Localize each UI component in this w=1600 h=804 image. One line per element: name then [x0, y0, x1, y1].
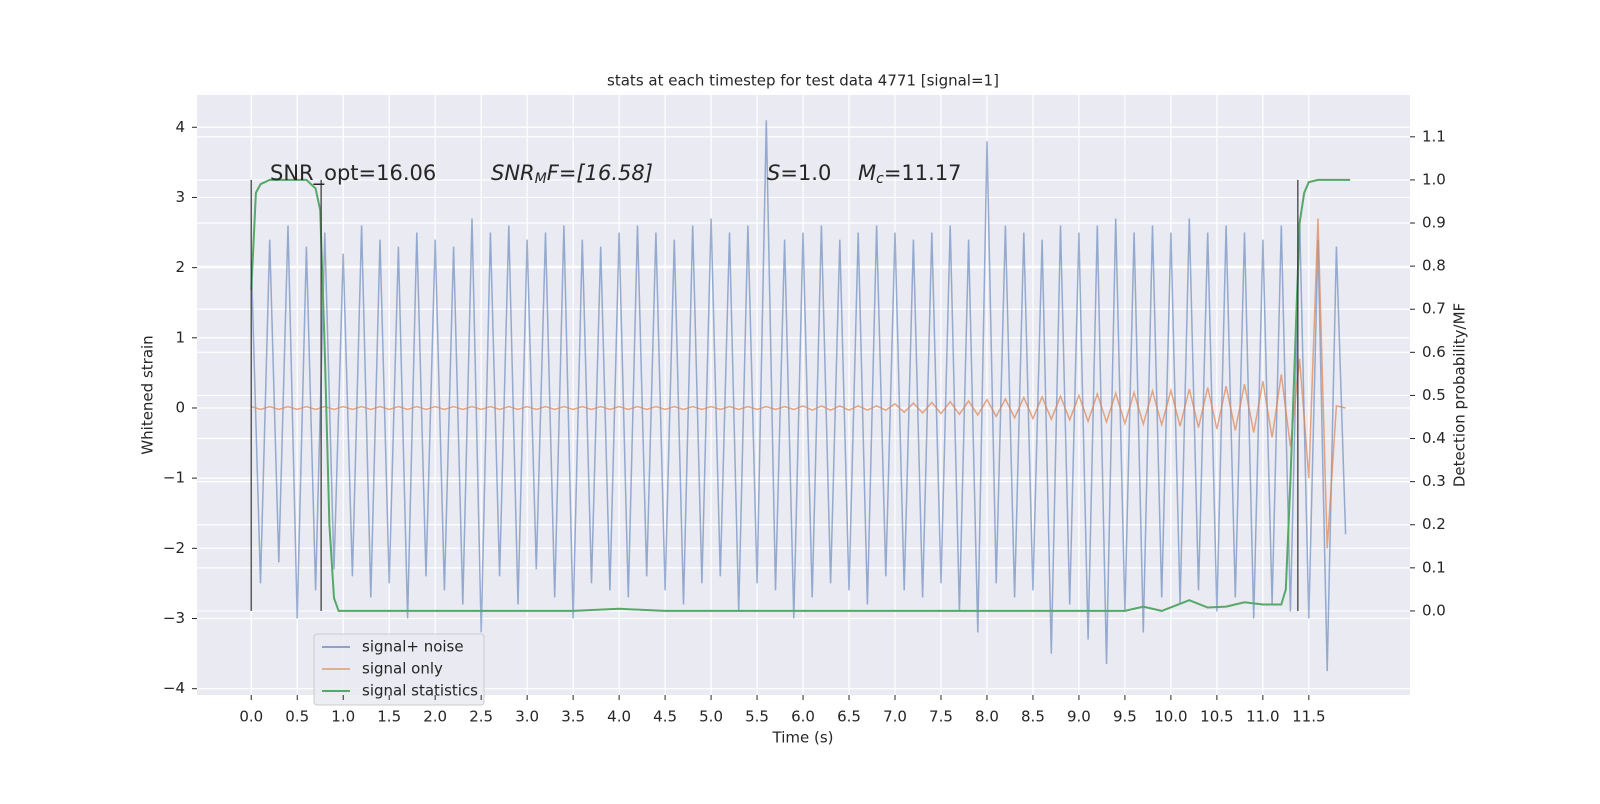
y2-tick-label: 1.1 [1422, 127, 1446, 145]
x-axis-label: Time (s) [772, 729, 834, 747]
x-tick-label: 3.5 [561, 708, 585, 726]
annotation: Mc=11.17 [858, 161, 962, 187]
legend: signal+ noise signal only signal statistic… [313, 633, 485, 706]
x-tick-label: 0.5 [285, 708, 309, 726]
annotation-part: =1.0 [780, 161, 831, 185]
y-tick-label: 4 [175, 118, 185, 136]
y2-tick-label: 1.0 [1422, 170, 1446, 188]
y2-tick-label: 0.5 [1422, 386, 1446, 404]
x-tick-label: 3.0 [515, 708, 539, 726]
y-axis-label: Whitened strain [139, 335, 157, 454]
x-tick-label: 4.5 [653, 708, 677, 726]
annotation-part: M [535, 171, 547, 187]
x-tick-label: 9.5 [1113, 708, 1137, 726]
y-tick-label: −3 [163, 609, 185, 627]
x-tick-label: 9.0 [1067, 708, 1091, 726]
y-tick-label: −1 [163, 469, 185, 487]
annotation: SNR_opt=16.06 [270, 161, 436, 186]
annotation: S=1.0 [767, 161, 831, 185]
annotation: SNRMF=[16.58] [491, 161, 653, 187]
y-tick-label: 0 [175, 398, 185, 416]
x-tick-label: 7.5 [929, 708, 953, 726]
x-tick-label: 4.0 [607, 708, 631, 726]
x-tick-label: 6.0 [791, 708, 815, 726]
x-tick-label: 5.0 [699, 708, 723, 726]
x-tick-label: 1.5 [377, 708, 401, 726]
legend-label: signal statistics [362, 682, 478, 700]
annotation-part: M [858, 161, 876, 185]
y2-tick-label: 0.0 [1422, 601, 1446, 619]
x-tick-label: 8.0 [975, 708, 999, 726]
x-tick-label: 6.5 [837, 708, 861, 726]
x-tick-label: 11.5 [1292, 708, 1325, 726]
x-tick-label: 1.0 [331, 708, 355, 726]
y2-tick-label: 0.2 [1422, 515, 1446, 533]
x-tick-label: 11.0 [1246, 708, 1279, 726]
legend-label: signal only [362, 660, 443, 678]
y2-tick-label: 0.6 [1422, 343, 1446, 361]
series-line [250, 178, 1351, 612]
x-tick-label: 10.5 [1200, 708, 1233, 726]
y2-tick-label: 0.1 [1422, 558, 1446, 576]
series-line [250, 120, 1347, 672]
y2-tick-label: 0.4 [1422, 429, 1446, 447]
annotation-part: =11.17 [884, 161, 962, 185]
x-tick-label: 8.5 [1021, 708, 1045, 726]
x-tick-label: 0.0 [239, 708, 263, 726]
chart-title: stats at each timestep for test data 477… [607, 72, 999, 90]
y2-tick-label: 0.8 [1422, 257, 1446, 275]
x-tick-label: 2.0 [423, 708, 447, 726]
y2-tick-label: 0.3 [1422, 472, 1446, 490]
y2-axis-label: Detection probability/MF [1451, 303, 1469, 487]
annotation-part: c [876, 171, 884, 187]
y-tick-label: 3 [175, 188, 185, 206]
series-line [251, 218, 1346, 549]
x-tick-label: 10.0 [1154, 708, 1187, 726]
y-tick-label: −4 [163, 679, 185, 697]
x-tick-label: 7.0 [883, 708, 907, 726]
y-tick-label: −2 [163, 539, 185, 557]
y2-tick-label: 0.7 [1422, 300, 1446, 318]
annotation-part: S [767, 161, 780, 185]
marks [250, 120, 1351, 672]
legend-box [313, 633, 485, 706]
y2-tick-label: 0.9 [1422, 214, 1446, 232]
y-tick-label: 2 [175, 258, 185, 276]
annotation-part: F=[16.58] [547, 161, 653, 185]
x-tick-label: 5.5 [745, 708, 769, 726]
x-tick-label: 2.5 [469, 708, 493, 726]
legend-label: signal+ noise [362, 638, 464, 656]
y-tick-label: 1 [175, 328, 185, 346]
annotation-part: SNR [491, 161, 535, 185]
